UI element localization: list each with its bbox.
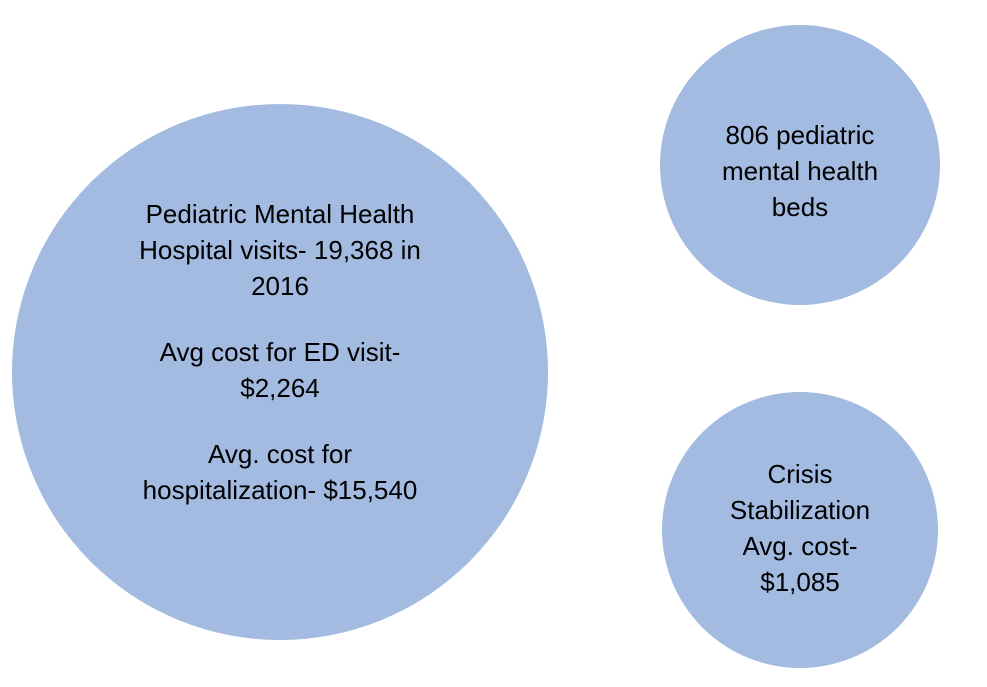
- node-text: 2016: [251, 271, 309, 301]
- node-text: 806 pediatric: [726, 120, 875, 150]
- node-text: beds: [772, 192, 828, 222]
- node-text: Hospital visits- 19,368 in: [139, 235, 421, 265]
- node-text: Avg cost for ED visit-: [160, 337, 401, 367]
- node-text: Avg. cost-: [742, 531, 857, 561]
- node-text: $2,264: [240, 373, 320, 403]
- node-text: mental health: [722, 156, 878, 186]
- node-text: Avg. cost for: [208, 439, 352, 469]
- node-text: Pediatric Mental Health: [146, 199, 415, 229]
- node-text: Crisis: [768, 459, 833, 489]
- node-text: $1,085: [760, 567, 840, 597]
- node-circle: [660, 25, 940, 305]
- node-circle: [12, 104, 548, 640]
- node-text: Stabilization: [730, 495, 870, 525]
- node-text: hospitalization- $15,540: [143, 475, 418, 505]
- node-circle: [662, 392, 938, 668]
